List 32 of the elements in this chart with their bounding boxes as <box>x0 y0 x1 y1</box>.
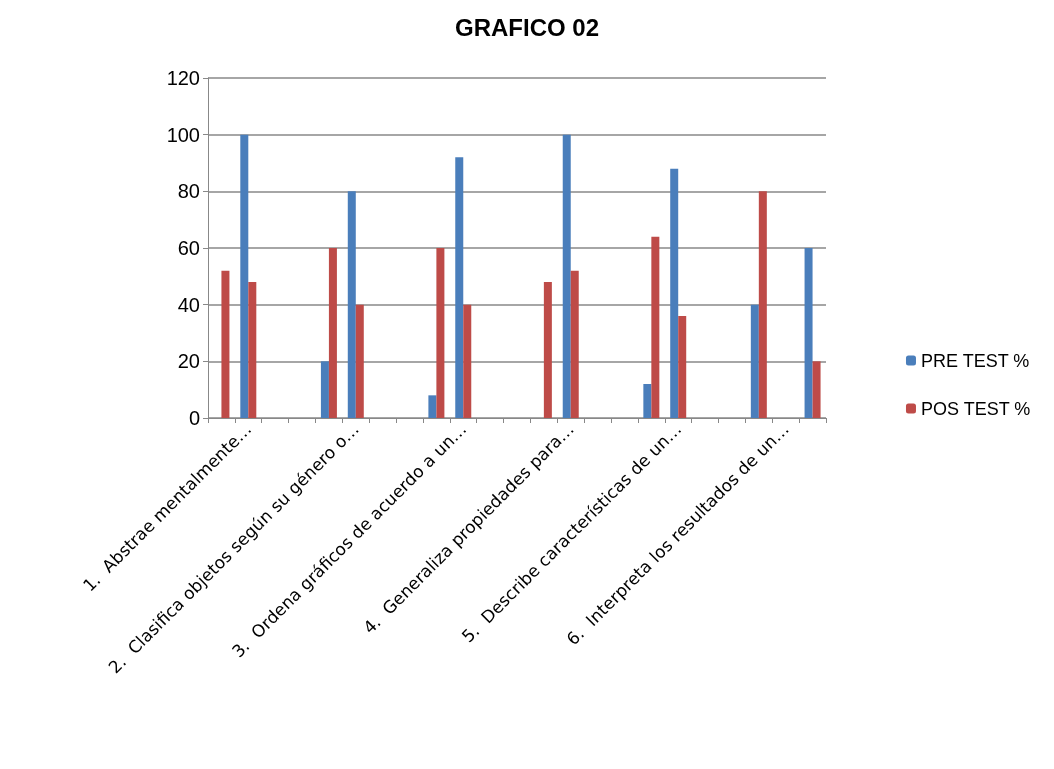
y-tick-label: 120 <box>166 67 200 89</box>
bar <box>543 282 552 418</box>
bar <box>436 248 445 418</box>
y-tick-label: 40 <box>177 293 200 316</box>
legend-label: PRE TEST % <box>920 350 1030 371</box>
bar <box>463 304 472 418</box>
y-tick-label: 60 <box>177 237 200 259</box>
bar <box>804 248 813 418</box>
bar <box>328 248 337 418</box>
bar <box>240 134 249 418</box>
bar <box>750 304 759 418</box>
legend-label: POS TEST % <box>920 398 1031 419</box>
bar <box>428 395 437 418</box>
bar <box>758 191 767 418</box>
y-tick-label: 80 <box>177 180 200 203</box>
y-tick-label: 20 <box>177 350 200 373</box>
y-tick-label: 0 <box>188 407 200 429</box>
bar <box>812 361 821 418</box>
bar <box>248 282 257 418</box>
chart-title: GRAFICO 02 <box>454 13 600 41</box>
y-tick-label: 100 <box>166 123 200 146</box>
bar <box>221 270 230 418</box>
bar <box>455 157 464 418</box>
bar <box>670 168 679 418</box>
bar <box>347 191 356 418</box>
bar <box>651 236 660 418</box>
bar <box>562 134 571 418</box>
bar <box>678 316 687 418</box>
bar <box>570 270 579 418</box>
bar <box>643 384 652 418</box>
bar <box>320 361 329 418</box>
bar <box>355 304 364 418</box>
